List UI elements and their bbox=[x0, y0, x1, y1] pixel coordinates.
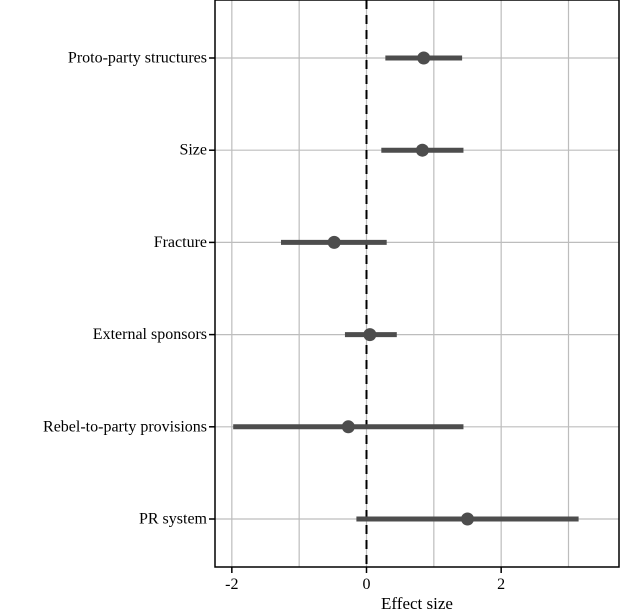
estimate-point-3 bbox=[363, 328, 377, 342]
x-axis-ticks: -2 0 2 bbox=[225, 567, 505, 593]
y-tick-label: PR system bbox=[139, 511, 208, 528]
estimate-point-4 bbox=[341, 420, 355, 434]
plot-frame bbox=[214, 0, 620, 568]
vertical-gridlines bbox=[231, 0, 570, 567]
x-axis-title: Effect size bbox=[381, 594, 453, 613]
y-tick-label: Rebel-to-party provisions bbox=[43, 418, 207, 435]
x-tick-label: -2 bbox=[225, 576, 238, 593]
horizontal-gridlines bbox=[215, 57, 619, 520]
estimate-point-0 bbox=[417, 51, 431, 65]
estimate-point-2 bbox=[327, 235, 341, 249]
confidence-intervals bbox=[233, 55, 579, 522]
point-estimates bbox=[327, 51, 474, 526]
y-tick-label: Fracture bbox=[154, 234, 207, 251]
y-tick-label: Proto-party structures bbox=[68, 50, 207, 67]
y-tick-label: Size bbox=[179, 142, 207, 159]
estimate-point-5 bbox=[461, 512, 474, 526]
x-tick-label: 0 bbox=[363, 576, 371, 593]
x-tick-label: 2 bbox=[497, 576, 505, 593]
estimate-point-1 bbox=[415, 143, 429, 157]
y-axis-ticks: Proto-party structures Size Fracture Extern… bbox=[43, 50, 215, 528]
y-tick-label: External sponsors bbox=[93, 326, 207, 343]
